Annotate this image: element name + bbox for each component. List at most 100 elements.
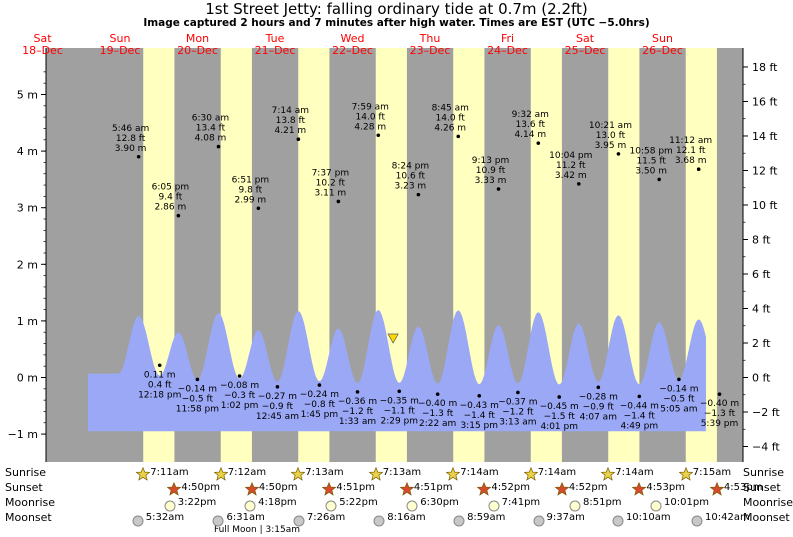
- high-tide-time: 10:58 pm: [630, 146, 673, 156]
- full-moon-note: Full Moon | 3:15am: [214, 525, 300, 535]
- high-tide-m: 3.68 m: [675, 156, 707, 166]
- sunrise-time: 7:14am: [615, 467, 654, 478]
- sunset-time: 4:50pm: [258, 482, 298, 493]
- astro-panel: Sunrise Sunset Moonrise Moonset Sunrise …: [0, 462, 793, 537]
- low-tide-time: 2:29 pm: [380, 416, 418, 426]
- sunset-icon: [631, 481, 647, 500]
- sunrise-time: 7:14am: [537, 467, 577, 478]
- moonset-time: 6:31am: [226, 512, 265, 523]
- high-tide-time: 11:12 am: [669, 136, 712, 146]
- low-tide-ft: −1.2 ft: [502, 407, 534, 417]
- date-label: 23–Dec: [410, 44, 451, 57]
- day-of-week-label: Sun: [110, 32, 131, 45]
- sunset-label-right: Sunset: [743, 481, 781, 494]
- left-tick-label: 3 m: [17, 202, 38, 215]
- sunset-icon: [244, 481, 260, 500]
- left-tick-label: 0 m: [17, 372, 38, 385]
- sunrise-label-right: Sunrise: [743, 466, 785, 479]
- high-tide-m: 3.95 m: [595, 141, 627, 151]
- day-of-week-label: Mon: [186, 32, 209, 45]
- high-tide-m: 4.26 m: [434, 123, 466, 133]
- right-tick-label: 14 ft: [752, 130, 778, 143]
- high-tide-m: 4.28 m: [354, 122, 386, 132]
- sunrise-time: 7:12am: [227, 467, 267, 478]
- right-tick-label: −2 ft: [752, 406, 780, 419]
- sunset-time: 4:52pm: [568, 482, 608, 493]
- tide-chart: −1 m 0 m 1 m 2 m 3 m 4 m 5 m −4 ft −2 ft 0 ft 2 ft…: [8, 32, 780, 462]
- high-tide-ft: 12.1 ft: [676, 146, 706, 156]
- moonset-time: 8:16am: [387, 512, 426, 523]
- high-tide-m: 4.21 m: [275, 126, 307, 136]
- low-tide-time: 11:58 pm: [176, 404, 219, 414]
- low-tide-ft: −1.3 ft: [704, 409, 736, 419]
- right-tick-label: 12 ft: [752, 164, 778, 177]
- right-tick-label: 10 ft: [752, 199, 778, 212]
- sunset-time: 4:51pm: [336, 482, 375, 493]
- low-tide-ft: −0.8 ft: [304, 400, 336, 410]
- low-tide-time: 3:13 am: [499, 417, 536, 427]
- low-tide-ft: −0.5 ft: [182, 394, 214, 404]
- date-label: 24–Dec: [487, 44, 528, 57]
- date-label: 18–Dec: [22, 44, 63, 57]
- high-tide-time: 10:04 pm: [549, 151, 592, 161]
- high-tide-ft: 10.2 ft: [316, 178, 346, 188]
- high-tide-point: [336, 199, 341, 204]
- moonset-label-right: Moonset: [743, 511, 790, 524]
- low-tide-m: −0.27 m: [258, 392, 297, 402]
- high-tide-ft: 11.2 ft: [556, 161, 586, 171]
- sunrise-icon: [600, 466, 616, 485]
- low-tide-time: 5:39 pm: [701, 419, 739, 429]
- left-tick-label: 4 m: [17, 145, 38, 158]
- high-tide-ft: 10.9 ft: [476, 166, 506, 176]
- left-tick-label: 1 m: [17, 315, 38, 328]
- day-of-week-label: Tue: [265, 32, 285, 45]
- high-tide-time: 8:24 pm: [392, 162, 430, 172]
- right-tick-label: 16 ft: [752, 95, 778, 108]
- high-tide-time: 6:05 pm: [152, 183, 190, 193]
- moonrise-label-left: Moonrise: [5, 496, 55, 509]
- high-tide-point: [376, 133, 381, 138]
- high-tide-ft: 14.0 ft: [356, 112, 386, 122]
- chart-subtitle: Image captured 2 hours and 7 minutes aft…: [143, 17, 650, 29]
- right-tick-label: −4 ft: [752, 441, 780, 454]
- low-tide-m: −0.28 m: [579, 392, 618, 402]
- day-of-week-label: Wed: [341, 32, 365, 45]
- low-tide-m: 0.11 m: [144, 370, 176, 380]
- low-tide-ft: −0.3 ft: [224, 391, 256, 401]
- high-tide-point: [657, 177, 661, 182]
- moonset-icon: [132, 512, 144, 531]
- low-tide-ft: −1.2 ft: [342, 407, 374, 417]
- sunrise-time: 7:11am: [150, 467, 189, 478]
- moonrise-icon: [650, 497, 662, 516]
- low-tide-time: 1:45 pm: [301, 410, 339, 420]
- high-tide-m: 3.33 m: [475, 176, 507, 186]
- tide-area: [88, 309, 706, 432]
- high-tide-ft: 13.0 ft: [596, 131, 626, 141]
- high-tide-point: [496, 187, 501, 191]
- right-tick-label: 18 ft: [752, 61, 778, 74]
- right-tick-label: 2 ft: [752, 337, 771, 350]
- high-tide-time: 10:21 am: [589, 121, 632, 131]
- right-tick-label: 0 ft: [752, 372, 771, 385]
- sunset-icon: [399, 481, 415, 500]
- sunset-time: 4:53pm: [723, 482, 763, 493]
- sunset-label-left: Sunset: [5, 481, 43, 494]
- low-tide-time: 12:18 pm: [138, 390, 181, 400]
- high-tide-ft: 11.5 ft: [636, 156, 666, 166]
- high-tide-time: 9:32 am: [512, 110, 549, 120]
- high-tide-point: [696, 167, 701, 172]
- low-tide-ft: −0.9 ft: [583, 402, 615, 412]
- sunrise-icon: [523, 466, 539, 485]
- low-tide-time: 5:05 am: [660, 404, 697, 414]
- low-tide-time: 2:22 am: [419, 419, 456, 429]
- moonset-time: 9:37am: [546, 512, 585, 523]
- low-tide-m: −0.08 m: [220, 381, 259, 391]
- date-label: 21–Dec: [255, 44, 296, 57]
- high-tide-time: 8:45 am: [432, 103, 469, 113]
- sunset-time: 4:51pm: [413, 482, 453, 493]
- moonset-icon: [533, 512, 545, 531]
- moonrise-icon: [164, 497, 176, 516]
- moonset-time: 10:42am: [705, 512, 750, 523]
- high-tide-ft: 13.8 ft: [276, 116, 306, 126]
- high-tide-time: 6:30 am: [192, 114, 229, 124]
